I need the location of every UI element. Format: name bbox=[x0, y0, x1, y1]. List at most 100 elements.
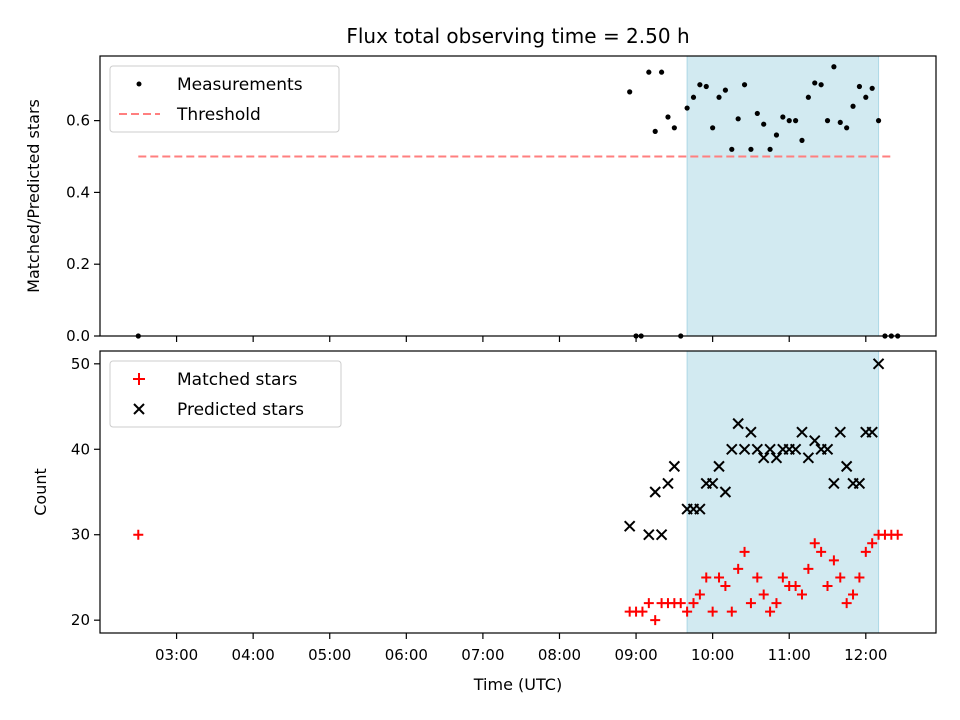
predicted-stars-point bbox=[668, 460, 681, 473]
legend-predicted-label: Predicted stars bbox=[177, 400, 304, 420]
matched-stars-point bbox=[828, 555, 839, 566]
matched-stars-point bbox=[707, 606, 718, 617]
measurement-point bbox=[722, 87, 729, 93]
legend-predicted-marker bbox=[133, 403, 145, 415]
bottom-x-tick-label: 09:00 bbox=[614, 646, 657, 664]
top-plot-marks bbox=[135, 64, 901, 339]
measurement-point bbox=[710, 125, 716, 131]
measurement-point bbox=[646, 69, 652, 75]
matched-stars-point bbox=[745, 598, 756, 609]
measurement-point bbox=[748, 146, 754, 152]
bottom-shaded-interval bbox=[686, 350, 880, 634]
top-y-axis: 0.0 0.2 0.4 0.6 bbox=[66, 112, 100, 345]
matched-stars-point bbox=[133, 529, 144, 540]
bottom-x-tick-label: 08:00 bbox=[538, 646, 581, 664]
bottom-x-tick-label: 06:00 bbox=[385, 646, 428, 664]
top-axes-frame bbox=[99, 55, 937, 337]
measurement-point bbox=[773, 132, 780, 138]
matched-stars-point bbox=[650, 615, 661, 626]
matched-stars-point bbox=[867, 538, 878, 549]
measurement-point bbox=[690, 94, 697, 100]
predicted-stars-point bbox=[770, 452, 783, 464]
legend-measurements-marker bbox=[136, 81, 142, 87]
matched-stars-point bbox=[835, 572, 846, 583]
predicted-stars-point bbox=[745, 426, 757, 438]
matched-stars-point bbox=[771, 598, 782, 609]
measurement-point bbox=[869, 85, 875, 91]
measurement-point bbox=[793, 118, 799, 124]
legend-matched-label: Matched stars bbox=[177, 370, 297, 390]
measurement-point bbox=[703, 83, 709, 90]
measurement-point bbox=[658, 69, 665, 75]
top-legend: Measurements Threshold bbox=[109, 65, 340, 133]
predicted-stars-point bbox=[796, 426, 808, 438]
bottom-axes-frame bbox=[99, 350, 937, 634]
matched-stars-point bbox=[675, 598, 686, 609]
measurement-point bbox=[786, 118, 792, 124]
measurement-point bbox=[741, 82, 748, 88]
bottom-x-tick-label: 12:00 bbox=[844, 646, 887, 664]
bottom-x-tick-label: 05:00 bbox=[308, 646, 351, 664]
measurement-point bbox=[824, 118, 831, 124]
predicted-stars-point bbox=[649, 486, 661, 498]
predicted-stars-point bbox=[764, 443, 776, 455]
top-legend-box bbox=[109, 65, 340, 133]
matched-stars-point bbox=[637, 606, 648, 617]
measurement-point bbox=[812, 80, 818, 86]
bottom-x-tick-label: 03:00 bbox=[155, 646, 198, 664]
measurement-point bbox=[754, 110, 760, 117]
measurement-point bbox=[729, 146, 735, 152]
matched-stars-point bbox=[758, 589, 769, 600]
predicted-stars-point bbox=[828, 477, 840, 490]
predicted-stars-point bbox=[809, 435, 821, 447]
predicted-stars-point bbox=[623, 520, 636, 532]
matched-stars-point bbox=[720, 581, 731, 591]
measurement-point bbox=[799, 137, 805, 143]
top-panel: 0.0 0.2 0.4 0.6 Matched/Predicted stars Mea… bbox=[24, 55, 937, 345]
predicted-stars-point bbox=[789, 443, 802, 455]
predicted-stars-point bbox=[719, 486, 732, 498]
matched-stars-point bbox=[854, 572, 865, 583]
top-y-tick-label: 0.6 bbox=[66, 112, 90, 130]
matched-stars-point bbox=[682, 606, 693, 617]
bottom-plot-marks bbox=[133, 358, 903, 626]
predicted-stars-point bbox=[757, 452, 770, 464]
bottom-y-axis-label: Count bbox=[31, 468, 50, 516]
measurement-point bbox=[652, 128, 658, 134]
matched-stars-point bbox=[688, 598, 699, 609]
matched-stars-point bbox=[822, 581, 833, 591]
matched-stars-point bbox=[694, 589, 705, 600]
measurement-point bbox=[818, 82, 824, 88]
matched-stars-point bbox=[701, 572, 712, 583]
matched-stars-point bbox=[752, 572, 763, 583]
bottom-x-tick-label: 07:00 bbox=[461, 646, 504, 664]
bottom-x-axis: 03:00 04:00 05:00 06:00 07:00 08:00 09:00 10:00… bbox=[155, 633, 887, 664]
legend-matched-marker bbox=[133, 373, 145, 385]
predicted-stars-point bbox=[872, 358, 885, 370]
measurement-point bbox=[850, 103, 856, 109]
measurement-point bbox=[684, 105, 690, 111]
bottom-y-tick-label: 50 bbox=[71, 355, 90, 373]
matched-stars-point bbox=[739, 546, 750, 557]
measurement-point bbox=[761, 121, 767, 127]
top-y-axis-label: Matched/Predicted stars bbox=[24, 99, 43, 293]
matched-stars-point bbox=[803, 563, 814, 574]
bottom-x-tick-label: 11:00 bbox=[768, 646, 811, 664]
measurement-point bbox=[671, 125, 677, 131]
predicted-stars-point bbox=[853, 477, 866, 490]
measurement-point bbox=[805, 94, 811, 100]
measurement-point bbox=[875, 118, 882, 124]
matched-stars-point bbox=[714, 572, 725, 583]
matched-stars-point bbox=[816, 546, 827, 557]
matched-stars-point bbox=[765, 606, 776, 617]
matched-stars-point bbox=[892, 529, 903, 540]
legend-measurements-label: Measurements bbox=[177, 75, 303, 95]
predicted-stars-point bbox=[732, 417, 744, 430]
matched-stars-point bbox=[860, 546, 871, 557]
bottom-y-tick-label: 40 bbox=[71, 440, 90, 458]
predicted-stars-point bbox=[738, 443, 751, 455]
bottom-y-tick-label: 20 bbox=[71, 611, 90, 629]
measurement-point bbox=[831, 64, 837, 70]
